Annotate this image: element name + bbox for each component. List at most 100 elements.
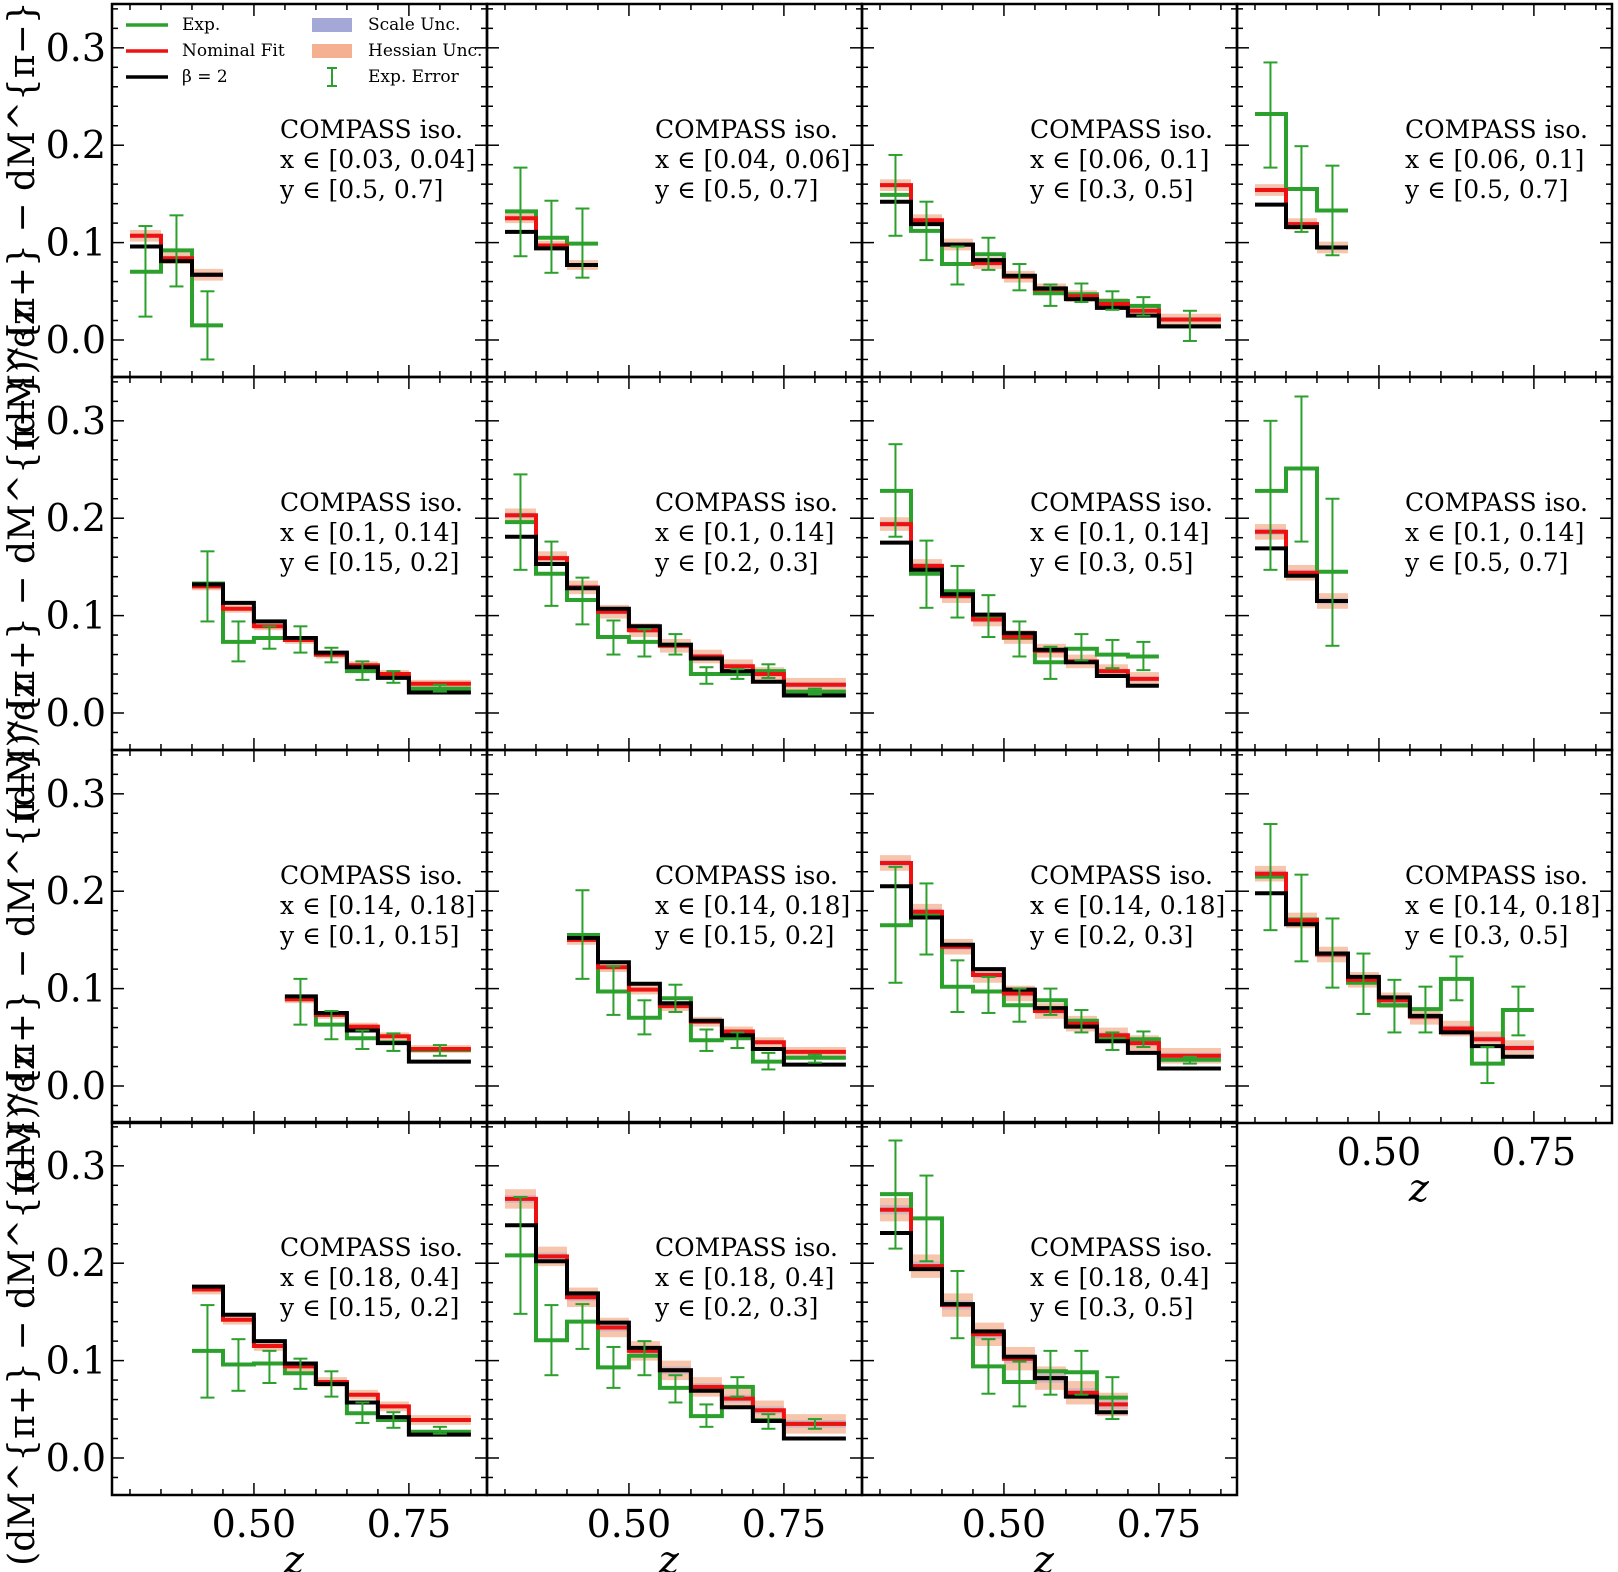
exp-error-bar xyxy=(575,207,590,279)
exp-error-bar xyxy=(761,1413,776,1430)
panel-y-bin-label: y ∈ [0.15, 0.2] xyxy=(279,548,459,577)
exp-error-bar xyxy=(1074,633,1089,662)
beta2-step-line xyxy=(880,1231,1128,1415)
exp-error-bar xyxy=(544,540,559,607)
exp-error-bar xyxy=(1043,987,1058,1016)
panel-dataset-label: COMPASS iso. xyxy=(1030,1233,1213,1262)
y-tick-label: 0.0 xyxy=(46,1436,106,1480)
exp-error-bar xyxy=(668,983,683,1013)
beta2-step-line xyxy=(880,199,1221,329)
panel: COMPASS iso.x ∈ [0.18, 0.4]y ∈ [0.15, 0.… xyxy=(2,1051,489,1572)
legend-label: Scale Unc. xyxy=(368,15,460,35)
panel: COMPASS iso.x ∈ [0.14, 0.18]y ∈ [0.1, 0.… xyxy=(2,679,489,1194)
y-tick-label: 0.3 xyxy=(46,1144,106,1188)
panel: COMPASS iso.x ∈ [0.14, 0.18]y ∈ [0.3, 0.… xyxy=(1235,748,1614,1210)
legend-item: β = 2 xyxy=(126,67,228,87)
exp-error-bar xyxy=(200,290,215,361)
panel-x-bin-label: x ∈ [0.06, 0.1] xyxy=(1030,145,1209,174)
legend: Exp. Nominal Fit β = 2 Scale Unc. Hessian Un… xyxy=(126,15,482,87)
exp-error-bar xyxy=(386,1032,401,1052)
x-axis-label: z xyxy=(1408,1166,1430,1210)
exp-error-bar xyxy=(262,1349,277,1385)
exp-error-bar xyxy=(730,668,745,680)
panel-y-bin-label: y ∈ [0.2, 0.3] xyxy=(654,548,818,577)
panel-dataset-label: COMPASS iso. xyxy=(655,861,838,890)
legend-label: Exp. Error xyxy=(368,67,460,87)
y-axis-label: (dM^{π+} − dM^{π−})/dz xyxy=(2,0,43,448)
exp-error-bar xyxy=(761,663,776,679)
exp-error-bar xyxy=(1074,282,1089,304)
exp-error-bar xyxy=(1074,1009,1089,1034)
panel: COMPASS iso.x ∈ [0.1, 0.14]y ∈ [0.5, 0.7… xyxy=(1235,375,1614,752)
y-tick-label: 0.0 xyxy=(46,1064,106,1108)
panel-y-bin-label: y ∈ [0.5, 0.7] xyxy=(1404,175,1568,204)
exp-error-bar xyxy=(981,1338,996,1395)
exp-error-bar xyxy=(888,1139,903,1250)
exp-error-bar xyxy=(324,646,339,664)
panel-dataset-label: COMPASS iso. xyxy=(1030,115,1213,144)
x-axis-label: z xyxy=(658,1538,680,1572)
exp-error-bar xyxy=(699,1403,714,1428)
panel-x-bin-label: x ∈ [0.14, 0.18] xyxy=(280,891,475,920)
y-tick-label: 0.1 xyxy=(46,967,106,1011)
exp-error-bar xyxy=(1356,952,1371,1015)
exp-error-bar xyxy=(1012,620,1027,658)
beta2-step-line xyxy=(192,582,471,695)
y-tick-label: 0.1 xyxy=(46,594,106,638)
exp-error-bar xyxy=(637,1340,652,1377)
exp-error-bar xyxy=(1325,164,1340,257)
exp-error-bar xyxy=(1294,145,1309,233)
exp-error-bar xyxy=(888,865,903,984)
exp-error-bar xyxy=(1074,1349,1089,1396)
panel: COMPASS iso.x ∈ [0.18, 0.4]y ∈ [0.3, 0.5… xyxy=(860,1120,1239,1572)
exp-error-bar xyxy=(1263,823,1278,932)
exp-error-bar xyxy=(919,1174,934,1263)
panel-y-bin-label: y ∈ [0.15, 0.2] xyxy=(654,921,834,950)
exp-error-bar xyxy=(1263,419,1278,571)
exp-error-bar xyxy=(544,1304,559,1377)
panel-dataset-label: COMPASS iso. xyxy=(1405,861,1588,890)
exp-error-bar xyxy=(950,245,965,286)
exp-error-bar xyxy=(730,1031,745,1050)
panel-dataset-label: COMPASS iso. xyxy=(1030,861,1213,890)
exp-error-bar xyxy=(513,473,528,571)
legend-label: Hessian Unc. xyxy=(368,41,482,61)
legend-item: Exp. xyxy=(126,15,220,35)
panel-y-bin-label: y ∈ [0.3, 0.5] xyxy=(1029,1293,1193,1322)
exp-error-bar xyxy=(1325,917,1340,989)
exp-error-bar xyxy=(950,959,965,1013)
exp-error-bar xyxy=(1294,395,1309,543)
exp-error-bar xyxy=(1182,309,1197,342)
exp-error-bar xyxy=(1182,1055,1197,1065)
panel: COMPASS iso.x ∈ [0.14, 0.18]y ∈ [0.2, 0.… xyxy=(860,748,1239,1125)
y-tick-label: 0.0 xyxy=(46,691,106,735)
legend-band-swatch xyxy=(312,44,352,58)
exp-error-bar xyxy=(513,1195,528,1315)
exp-error-bar xyxy=(262,625,277,650)
exp-step-line xyxy=(192,581,471,691)
legend-item: Hessian Unc. xyxy=(312,41,482,61)
panel-x-bin-label: x ∈ [0.03, 0.04] xyxy=(280,145,475,174)
panel: COMPASS iso.x ∈ [0.14, 0.18]y ∈ [0.15, 0… xyxy=(485,748,864,1125)
legend-label: β = 2 xyxy=(182,67,228,87)
beta2-step-line xyxy=(567,936,846,1067)
exp-error-bar xyxy=(1449,955,1464,1002)
panel-y-bin-label: y ∈ [0.3, 0.5] xyxy=(1404,921,1568,950)
exp-error-bar xyxy=(200,1304,215,1399)
exp-error-bar xyxy=(575,576,590,626)
exp-error-bar xyxy=(293,1357,308,1390)
panel: COMPASS iso.x ∈ [0.06, 0.1]y ∈ [0.5, 0.7… xyxy=(1235,2,1614,379)
y-tick-label: 0.0 xyxy=(46,318,106,362)
panel-y-bin-label: y ∈ [0.15, 0.2] xyxy=(279,1293,459,1322)
exp-error-bar xyxy=(231,620,246,663)
x-axis-label: z xyxy=(1033,1538,1055,1572)
y-tick-label: 0.1 xyxy=(46,1339,106,1383)
panel-y-bin-label: y ∈ [0.3, 0.5] xyxy=(1029,548,1193,577)
x-tick-label: 0.75 xyxy=(1117,1502,1202,1546)
exp-error-bar xyxy=(807,1053,822,1064)
y-tick-label: 0.2 xyxy=(46,869,106,913)
exp-error-bar xyxy=(888,153,903,237)
exp-error-bar xyxy=(293,977,308,1026)
exp-error-bar xyxy=(355,660,370,681)
panel-y-bin-label: y ∈ [0.2, 0.3] xyxy=(654,1293,818,1322)
